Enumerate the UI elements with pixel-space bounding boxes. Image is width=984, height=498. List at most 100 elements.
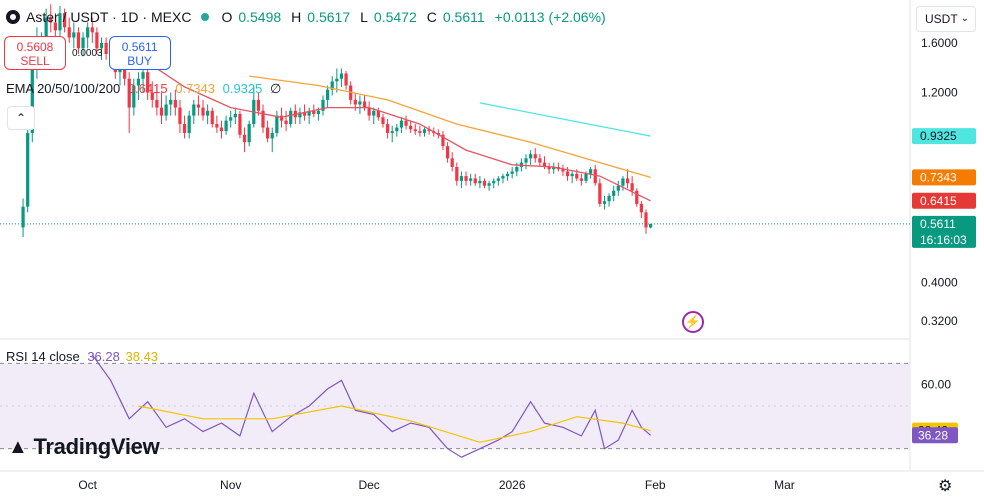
price-tick-label: 1.6000 (921, 36, 958, 50)
candle-body (422, 129, 427, 133)
price-label: 0.9325 (920, 129, 957, 143)
candle-body (159, 107, 164, 116)
candle-body (270, 132, 274, 139)
price-tick-label: 1.2000 (921, 86, 958, 100)
candle-body (206, 110, 210, 116)
candle-body (53, 22, 57, 31)
candle-body (302, 112, 307, 116)
tradingview-icon: ▲ (8, 435, 28, 458)
low-value: 0.5472 (373, 9, 417, 25)
chevron-down-icon: ⌄ (960, 13, 969, 24)
candle-body (141, 72, 145, 79)
gear-icon[interactable]: ⚙ (938, 478, 953, 495)
candle-body (399, 120, 404, 128)
candle-body (58, 13, 62, 31)
candle-body (404, 120, 408, 126)
candle-body (487, 183, 491, 186)
ema20-value: 0.6415 (127, 81, 168, 96)
candle-body (584, 173, 588, 181)
candle-body (238, 113, 242, 135)
candle-body (565, 171, 570, 177)
ema-legend[interactable]: EMA 20/50/100/200 0.6415 0.7343 0.9325 ∅ (6, 81, 281, 97)
ema-line-100 (479, 102, 651, 137)
candle-body (146, 72, 150, 93)
brand-name: TradingView (33, 434, 160, 459)
candle-body (561, 169, 565, 172)
candle-body (127, 78, 131, 108)
candle-body (598, 183, 602, 204)
currency-selector[interactable]: USDT ⌄ (916, 6, 976, 32)
candle-body (289, 110, 293, 125)
candle-body (505, 173, 510, 177)
sell-button[interactable]: 0.5608 SELL (4, 36, 66, 70)
collapse-legend-button[interactable]: ⌃ (7, 106, 35, 130)
buy-price: 0.5611 (121, 40, 158, 54)
low-label: L (360, 9, 368, 25)
candle-body (344, 73, 348, 86)
symbol-title[interactable]: Aster / USDT · 1D · MEXC (26, 9, 192, 25)
buy-button[interactable]: 0.5611 BUY (108, 36, 171, 70)
ema-line-20 (138, 55, 651, 202)
candle-body (552, 167, 556, 170)
candle-body (441, 134, 445, 147)
rsi-value: 36.28 (87, 349, 120, 364)
candle-body (122, 65, 127, 79)
candle-body (538, 158, 542, 163)
candle-body (372, 110, 376, 116)
candle-body (547, 167, 551, 170)
price-label-box (912, 169, 976, 186)
candle-body (616, 185, 620, 191)
ema100-value: 0.9325 (222, 81, 263, 96)
candle-body (533, 154, 537, 159)
candle-body (621, 178, 625, 186)
rsi-legend[interactable]: RSI 14 close 36.28 38.43 (6, 349, 158, 364)
candle-body (427, 129, 431, 132)
spread-value: 0.0003 (72, 48, 103, 59)
candle-body (219, 127, 224, 132)
price-label-box (912, 128, 976, 145)
candle-body (501, 176, 505, 179)
price-label: 0.7343 (920, 170, 957, 184)
currency-selector-value: USDT (925, 12, 958, 26)
candle-body (76, 32, 81, 49)
candle-body (67, 27, 71, 38)
candle-body (104, 42, 108, 54)
candle-body (178, 107, 182, 125)
trade-buttons: 0.5608 SELL 0.0003 0.5611 BUY (4, 36, 171, 70)
flash-icon[interactable]: ⚡ (682, 311, 704, 333)
close-label: C (426, 9, 437, 25)
candle-body (275, 115, 279, 133)
candle-body (298, 112, 302, 118)
candle-body (644, 212, 648, 228)
candle-body (450, 158, 454, 168)
candle-body (492, 180, 496, 184)
candle-body (215, 124, 219, 128)
ema200-value: ∅ (270, 81, 282, 96)
candle-body (201, 107, 205, 116)
open-label: O (221, 9, 233, 25)
candle-body (30, 59, 34, 133)
candle-body (529, 154, 533, 159)
candle-body (385, 124, 390, 133)
candle-body (455, 167, 459, 181)
candle-body (515, 167, 519, 172)
candle-body (95, 32, 99, 49)
rsi-tick-label: 60.00 (921, 378, 951, 392)
rsi-legend-label: RSI 14 close (6, 349, 80, 364)
rsi-line (91, 354, 651, 458)
candle-body (316, 110, 320, 114)
candle-body (49, 17, 53, 23)
candle-body (478, 180, 482, 184)
market-status-icon (201, 13, 210, 21)
candle-body (196, 104, 201, 108)
close-value: 0.5611 (442, 9, 485, 25)
high-label: H (291, 9, 302, 25)
candle-body (635, 190, 639, 204)
date-tick-label: Dec (358, 478, 379, 492)
candle-body (155, 99, 159, 108)
countdown-label: 16:16:03 (920, 233, 967, 247)
candle-body (409, 125, 413, 130)
tradingview-logo[interactable]: ▲ TradingView (8, 434, 160, 460)
sell-price: 0.5608 (16, 40, 54, 54)
